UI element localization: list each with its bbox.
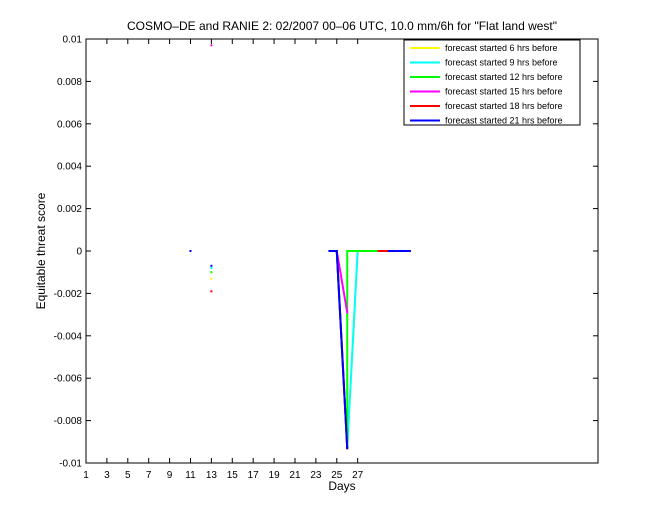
series-5-point [210, 290, 213, 293]
y-tick-label: 0.008 [57, 77, 82, 88]
x-tick-label: 5 [125, 470, 131, 481]
x-tick-label: 19 [269, 470, 281, 481]
series-2-segment [346, 250, 359, 449]
y-tick-label: -0.004 [54, 331, 83, 342]
y-tick-label: -0.008 [54, 416, 83, 427]
chart-title: COSMO–DE and RANIE 2: 02/2007 00–06 UTC,… [127, 19, 557, 33]
series-6-point [328, 250, 331, 252]
series-layer [189, 44, 411, 450]
legend-label: forecast started 15 hrs before [445, 87, 563, 97]
x-tick-label: 15 [227, 470, 239, 481]
legend-label: forecast started 9 hrs before [445, 58, 558, 68]
legend: forecast started 6 hrs before forecast st… [403, 39, 581, 126]
series-6-point [408, 250, 411, 252]
y-axis-label: Equitable threat score [34, 192, 48, 309]
series-6-point [388, 250, 391, 252]
legend-box [403, 39, 581, 126]
legend-label: forecast started 18 hrs before [445, 101, 563, 111]
y-tick-label: 0 [76, 247, 82, 258]
y-tick-label: -0.002 [54, 289, 83, 300]
series-3-point [346, 250, 349, 252]
series-6-point [335, 250, 338, 252]
legend-entries: forecast started 6 hrs before forecast st… [410, 43, 563, 126]
series-6-point [346, 447, 349, 450]
ticks-layer: 1 3 5 7 9 11 13 15 17 19 21 23 25 27-0.01-0.008-0.006… [54, 35, 598, 481]
y-tick-label: -0.01 [59, 459, 82, 470]
y-tick-label: 0.01 [63, 35, 83, 46]
x-tick-label: 9 [167, 470, 173, 481]
series-2-point [210, 266, 213, 269]
y-tick-label: 0.002 [57, 204, 82, 215]
x-tick-label: 11 [185, 470, 196, 481]
y-tick-label: -0.006 [54, 374, 83, 385]
series-4-point [210, 44, 213, 47]
x-axis-label: Days [328, 479, 355, 493]
legend-label: forecast started 21 hrs before [445, 116, 563, 126]
series-1-point [210, 277, 213, 280]
series-4-segment [335, 250, 349, 313]
series-4-point [346, 311, 349, 314]
x-tick-label: 1 [83, 470, 89, 481]
x-tick-label: 25 [331, 470, 343, 481]
legend-label: forecast started 12 hrs before [445, 72, 563, 82]
series-6-point [189, 250, 192, 252]
y-tick-label: 0.004 [57, 162, 82, 173]
series-3-point [210, 271, 213, 274]
y-tick-label: 0.006 [57, 119, 82, 130]
x-tick-label: 13 [206, 470, 218, 481]
x-tick-label: 27 [352, 470, 364, 481]
legend-label: forecast started 6 hrs before [445, 43, 558, 53]
series-5-point [377, 250, 380, 252]
x-tick-label: 3 [104, 470, 110, 481]
series-6-point [210, 264, 213, 267]
x-tick-label: 17 [248, 470, 260, 481]
x-tick-label: 21 [289, 470, 301, 481]
x-tick-label: 23 [310, 470, 322, 481]
series-6-segment [335, 250, 349, 449]
x-tick-label: 7 [146, 470, 152, 481]
series-6 [189, 250, 411, 450]
